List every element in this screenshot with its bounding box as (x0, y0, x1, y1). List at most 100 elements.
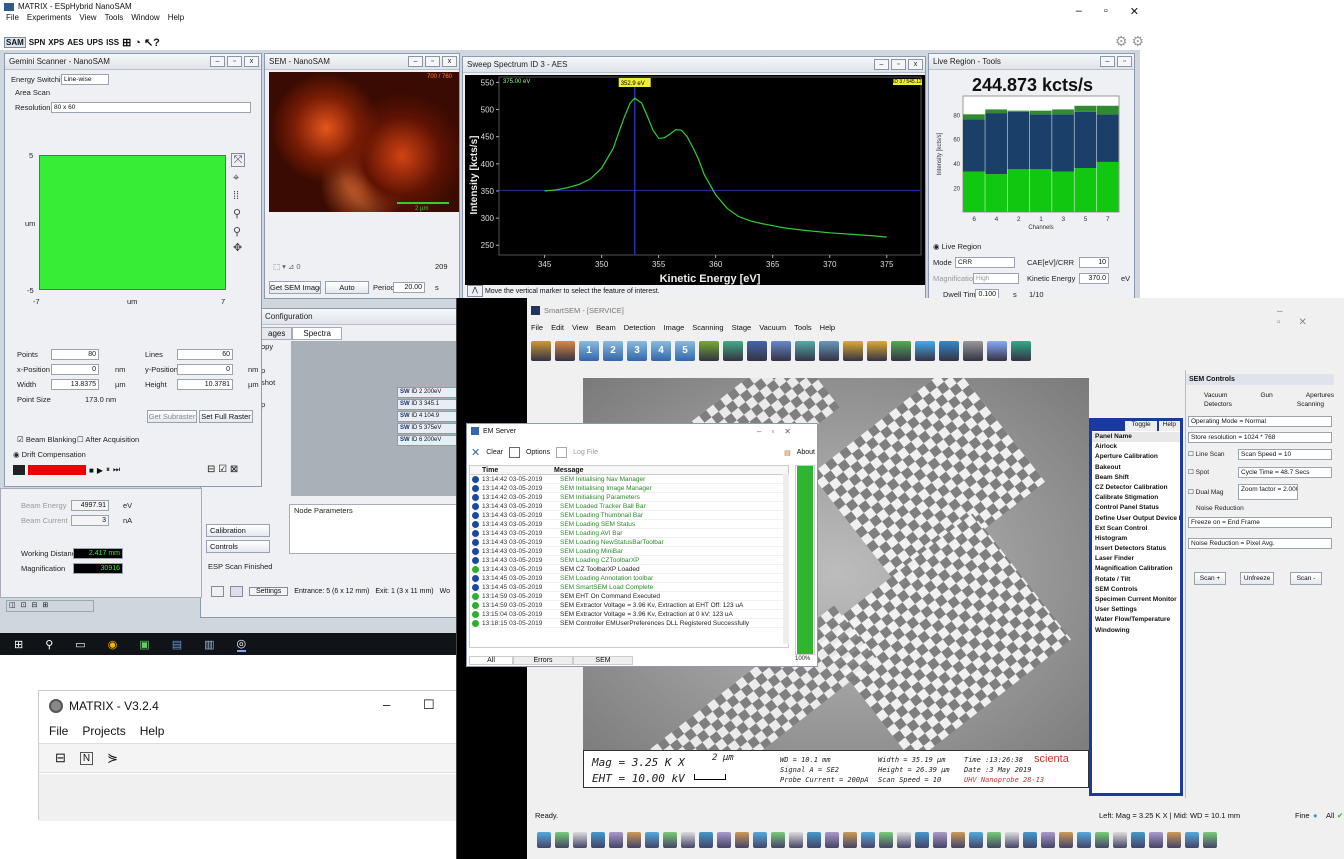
beam-blanking-checkbox[interactable]: ☑ Beam Blanking (17, 435, 77, 444)
tab-apertures[interactable]: Apertures (1305, 392, 1334, 399)
beam-current-field[interactable]: 3 (71, 515, 109, 526)
sweep-row[interactable]: SW ID 5 375eV (397, 423, 459, 434)
bottom-tool-icon[interactable] (1113, 832, 1127, 848)
quad-number-icon[interactable]: 4 (651, 341, 671, 361)
sam-mini-icon-2[interactable]: ⊡ (20, 602, 27, 609)
panel-item[interactable]: Rotate / Tilt (1095, 575, 1131, 583)
tab-spectra[interactable]: Spectra (292, 327, 342, 340)
log-row[interactable]: 13:14:42 03-05-2019 SEM Initialising Para… (470, 493, 788, 502)
bottom-tool-icon[interactable] (591, 832, 605, 848)
sweep-row[interactable]: SW ID 6 200eV (397, 435, 459, 446)
sem-tools-left[interactable]: ⬚ ▾ ⊿ 0 (273, 262, 301, 271)
log-row[interactable]: 13:14:45 03-05-2019 SEM SmartSEM Load Com… (470, 583, 788, 592)
panel-item[interactable]: Windowing (1095, 626, 1130, 634)
clear-icon[interactable]: ✕ (471, 447, 481, 459)
dwell-field[interactable]: 0.100 (975, 289, 999, 298)
sam-mini-icon-4[interactable]: ⊞ (42, 602, 49, 609)
panel-item[interactable]: Beam Shift (1095, 473, 1129, 481)
log-row[interactable]: 13:14:43 03-05-2019 SEM Loading MiniBar (470, 547, 788, 556)
status-fine[interactable]: Fine (1295, 811, 1310, 820)
bottom-tool-icon[interactable] (987, 832, 1001, 848)
height-field[interactable]: 10.3781 (177, 379, 233, 390)
smartsem-menu-item[interactable]: Image (663, 323, 685, 332)
layout-icon[interactable] (211, 586, 224, 597)
tab-gun[interactable]: Gun (1260, 392, 1273, 399)
bottom-tool-icon[interactable] (1023, 832, 1037, 848)
bottom-tool-icon[interactable] (645, 832, 659, 848)
bottom-tool-icon[interactable] (573, 832, 587, 848)
log-row[interactable]: 13:14:43 03-05-2019 SEM CZ ToolbarXP Load… (470, 565, 788, 574)
sam-mini-icon[interactable]: ◫ (9, 602, 16, 609)
bottom-tool-icon[interactable] (1041, 832, 1055, 848)
settings-gear-icons[interactable]: ⚙ ⚙ (1115, 33, 1144, 49)
em-tab-sem[interactable]: SEM (573, 656, 633, 665)
tb-spn[interactable]: SPN (28, 38, 46, 47)
v3-new-icon[interactable]: N (79, 751, 94, 765)
v3-menu-projects[interactable]: Projects (82, 724, 126, 738)
toolbar-tool-icon[interactable] (987, 341, 1007, 361)
toolbar-tool-icon[interactable] (723, 341, 743, 361)
gemini-close-button[interactable]: x (244, 56, 259, 67)
live-region-chart[interactable]: 20 40 60 80 6 4 2 1 3 5 7 Channels Intensity [kcts/s… (929, 94, 1135, 234)
sem-min-button[interactable]: – (408, 56, 423, 67)
menu-tools[interactable]: Tools (104, 13, 124, 22)
panel-item[interactable]: Control Panel Status (1095, 504, 1159, 512)
log-row[interactable]: 13:14:59 03-05-2019 SEM EHT On Command Ex… (470, 592, 788, 601)
maximize-button[interactable]: ▫ (1103, 5, 1108, 17)
bottom-tool-icon[interactable] (771, 832, 785, 848)
menu-help[interactable]: Help (167, 13, 185, 22)
bottom-tool-icon[interactable] (1005, 832, 1019, 848)
skip-icon[interactable]: ⏭ (113, 465, 121, 474)
zoom-out-icon[interactable]: ⚲ (233, 226, 242, 238)
quad-number-icon[interactable]: 2 (603, 341, 623, 361)
panel-item[interactable]: Magnification Calibration (1095, 565, 1173, 573)
bottom-tool-icon[interactable] (951, 832, 965, 848)
panel-item[interactable]: Insert Detectors Status (1095, 545, 1167, 553)
tab-vacuum[interactable]: Vacuum (1204, 392, 1228, 399)
pause-icon[interactable]: ⏸ (106, 465, 110, 474)
smartsem-menu-item[interactable]: Scanning (692, 323, 724, 332)
panel-item[interactable]: Bakeout (1095, 463, 1121, 471)
toolbar-tool-icon[interactable] (747, 341, 767, 361)
operating-mode-select[interactable]: Operating Mode = Normal (1188, 416, 1332, 427)
tab-scanning[interactable]: Scanning (1296, 401, 1324, 408)
log-file-icon[interactable] (556, 447, 568, 458)
smartsem-window-controls[interactable]: –▫✕ (1277, 306, 1325, 328)
gemini-bottom-icons[interactable]: ⊟ ☑ ⊠ (207, 464, 239, 475)
set-full-raster-button[interactable]: Set Full Raster (199, 410, 253, 423)
toolbar-tool-icon[interactable] (771, 341, 791, 361)
bottom-tool-icon[interactable] (699, 832, 713, 848)
store-resolution-select[interactable]: Store resolution = 1024 * 768 (1188, 432, 1332, 443)
sem-max-button[interactable]: ▫ (425, 56, 440, 67)
bottom-tool-icon[interactable] (1185, 832, 1199, 848)
tb-xps[interactable]: XPS (48, 38, 65, 47)
bottom-tool-icon[interactable] (1167, 832, 1181, 848)
matrix-v3-max[interactable]: ☐ (423, 697, 435, 712)
panel-item[interactable]: Water Flow/Temperature (1095, 616, 1171, 624)
col-message[interactable]: Message (554, 467, 584, 474)
live-min-button[interactable]: – (1100, 56, 1115, 67)
bottom-tool-icon[interactable] (753, 832, 767, 848)
ypos-field[interactable]: 0 (177, 364, 233, 375)
minimize-button[interactable]: – (1075, 5, 1082, 17)
xpos-field[interactable]: 0 (51, 364, 99, 375)
dual-mag-checkbox[interactable]: ☐ Dual Mag (1188, 489, 1224, 496)
tb-iss[interactable]: ISS (106, 38, 120, 47)
bottom-tool-icon[interactable] (663, 832, 677, 848)
sweep-row[interactable]: SW ID 4 104.9 (397, 411, 459, 422)
play-icon[interactable]: ▶ (96, 465, 103, 475)
calibration-button[interactable]: Calibration (206, 524, 270, 537)
toolbar-tool-icon[interactable] (963, 341, 983, 361)
status-all[interactable]: All (1326, 811, 1335, 820)
toolbar-tool-icon[interactable] (795, 341, 815, 361)
gemini-min-button[interactable]: – (210, 56, 225, 67)
log-row[interactable]: 13:14:43 03-05-2019 SEM Loading Thumbnail… (470, 511, 788, 520)
ke-field[interactable]: 370.0 (1079, 273, 1109, 284)
log-row[interactable]: 13:14:43 03-05-2019 SEM Loaded Tracker Ba… (470, 502, 788, 511)
smartsem-menu-item[interactable]: Vacuum (759, 323, 787, 332)
panel-item[interactable]: Panel Name (1092, 432, 1180, 443)
menu-file[interactable]: File (6, 13, 19, 22)
log-row[interactable]: 13:14:45 03-05-2019 SEM Loading Annotatio… (470, 574, 788, 583)
line-scan-checkbox[interactable]: ☐ Line Scan (1188, 451, 1225, 458)
spectrum-chart[interactable]: 250 300 350 400 450 500 550 345 350 355 360 365 370 3… (465, 75, 925, 285)
